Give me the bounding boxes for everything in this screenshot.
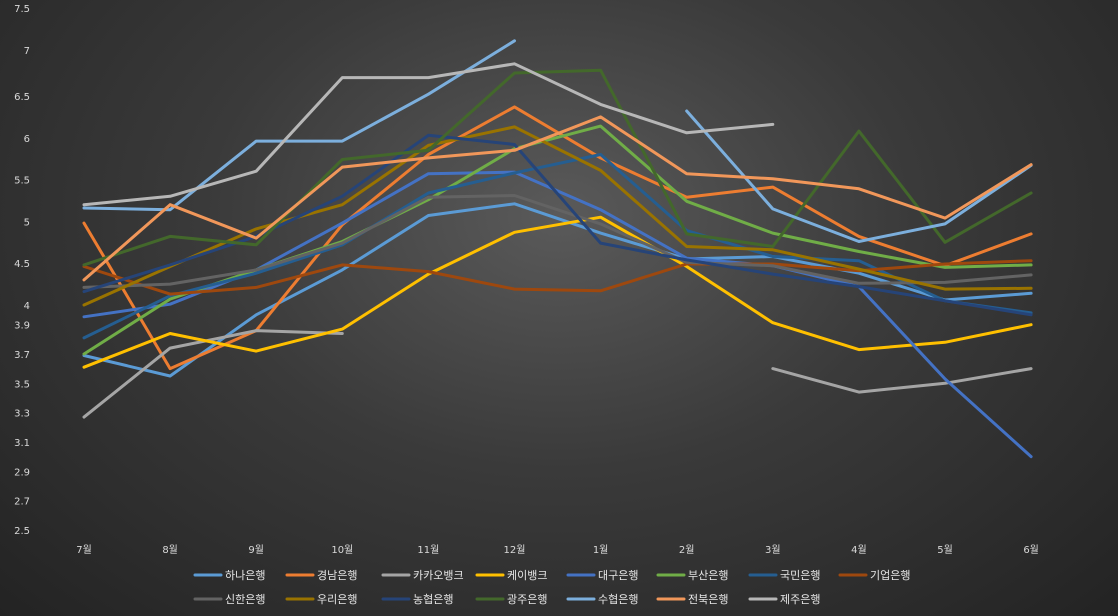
- x-tick-label: 4월: [851, 544, 867, 556]
- legend-item: 우리은행: [285, 593, 357, 606]
- y-tick-label: 2.7: [14, 497, 30, 508]
- series-3: [82, 329, 1033, 419]
- x-tick-label: 7월: [76, 544, 92, 556]
- legend-label: 기업은행: [870, 569, 910, 582]
- legend-item: 수협은행: [566, 593, 638, 606]
- x-tick-label: 6월: [1023, 544, 1039, 556]
- legend-label: 신한은행: [225, 593, 265, 606]
- series-line: [82, 124, 1033, 356]
- series-8: [82, 259, 1033, 296]
- series-line: [82, 215, 1033, 369]
- y-axis: 2.5 2.7 2.9 3.1 3.3 3.5 3.7 3.9 4 4.5 5 5.5 6 6.5 7 7.5: [14, 4, 30, 537]
- y-tick-label: 3.5: [14, 379, 30, 390]
- legend-item: 경남은행: [285, 569, 357, 582]
- x-tick-label: 5월: [937, 544, 953, 556]
- y-tick-label: 2.5: [14, 526, 30, 537]
- legend-item: 카카오뱅크: [381, 569, 464, 582]
- x-tick-label: 8월: [162, 544, 178, 556]
- x-tick-label: 2월: [679, 544, 695, 556]
- series-11: [82, 133, 1033, 317]
- legend-label: 광주은행: [507, 593, 547, 606]
- legend-label: 케이뱅크: [507, 569, 547, 582]
- series-5: [82, 170, 1033, 459]
- series-line: [82, 170, 1033, 459]
- y-tick-label: 5: [24, 217, 30, 228]
- y-tick-label: 4.5: [14, 259, 30, 270]
- series-line: [82, 125, 1033, 307]
- series-line: [82, 62, 775, 207]
- x-tick-label: 11월: [417, 544, 439, 556]
- series-line: [82, 105, 1033, 371]
- legend-item: 대구은행: [566, 569, 638, 582]
- x-tick-label: 9월: [248, 544, 264, 556]
- legend-label: 부산은행: [688, 569, 728, 582]
- x-tick-label: 3월: [765, 544, 781, 556]
- series-line: [82, 259, 1033, 296]
- y-tick-label: 3.9: [14, 321, 30, 332]
- series-line: [82, 133, 1033, 317]
- y-tick-label: 4: [24, 301, 30, 312]
- series-7: [82, 153, 1033, 340]
- legend-label: 수협은행: [598, 593, 638, 606]
- legend-item: 신한은행: [193, 593, 265, 606]
- y-tick-label: 3.1: [14, 438, 30, 449]
- series-9: [82, 194, 1033, 289]
- legend-item: 국민은행: [748, 569, 820, 582]
- series-line: [82, 194, 1033, 289]
- series-1: [82, 202, 1033, 378]
- y-tick-label: 3.3: [14, 409, 30, 420]
- legend-item: 부산은행: [656, 569, 728, 582]
- legend-label: 전북은행: [688, 593, 728, 606]
- series-12: [82, 68, 1033, 267]
- legend-item: 하나은행: [193, 568, 265, 582]
- legend-item: 광주은행: [475, 593, 547, 606]
- series-14: [82, 115, 1033, 282]
- legend-item: 기업은행: [838, 569, 910, 582]
- y-tick-label: 7.5: [14, 4, 30, 15]
- x-tick-label: 1월: [593, 544, 609, 556]
- legend-label: 제주은행: [780, 593, 820, 606]
- series-line: [771, 367, 1033, 394]
- series-2: [82, 105, 1033, 371]
- y-tick-label: 6: [24, 134, 30, 145]
- x-tick-label: 10월: [331, 544, 353, 556]
- series-line: [82, 202, 1033, 378]
- legend-label: 경남은행: [317, 569, 357, 582]
- plot-area: [82, 39, 1033, 459]
- series-line: [82, 329, 344, 419]
- x-axis: 7월 8월 9월 10월 11월 12월 1월 2월 3월 4월 5월 6월: [76, 544, 1039, 556]
- legend-label: 하나은행: [225, 568, 265, 582]
- series-6: [82, 124, 1033, 356]
- series-line: [82, 153, 1033, 340]
- legend-label: 농협은행: [413, 593, 453, 606]
- y-tick-label: 6.5: [14, 92, 30, 103]
- series-line: [82, 39, 516, 212]
- legend-item: 전북은행: [656, 593, 728, 606]
- series-10: [82, 125, 1033, 307]
- y-tick-label: 2.9: [14, 467, 30, 478]
- series-line: [82, 115, 1033, 282]
- y-tick-label: 5.5: [14, 176, 30, 187]
- legend-item: 제주은행: [748, 593, 820, 606]
- legend-item: 농협은행: [381, 593, 453, 606]
- legend-label: 카카오뱅크: [413, 569, 464, 582]
- legend-label: 국민은행: [780, 569, 820, 582]
- y-tick-label: 7: [24, 46, 30, 57]
- x-tick-label: 12월: [504, 544, 526, 556]
- series-15: [82, 62, 775, 207]
- y-tick-label: 3.7: [14, 350, 30, 361]
- series-line: [82, 68, 1033, 267]
- legend-label: 대구은행: [598, 569, 638, 582]
- series-4: [82, 215, 1033, 369]
- legend-item: 케이뱅크: [475, 569, 547, 582]
- legend-label: 우리은행: [317, 593, 357, 606]
